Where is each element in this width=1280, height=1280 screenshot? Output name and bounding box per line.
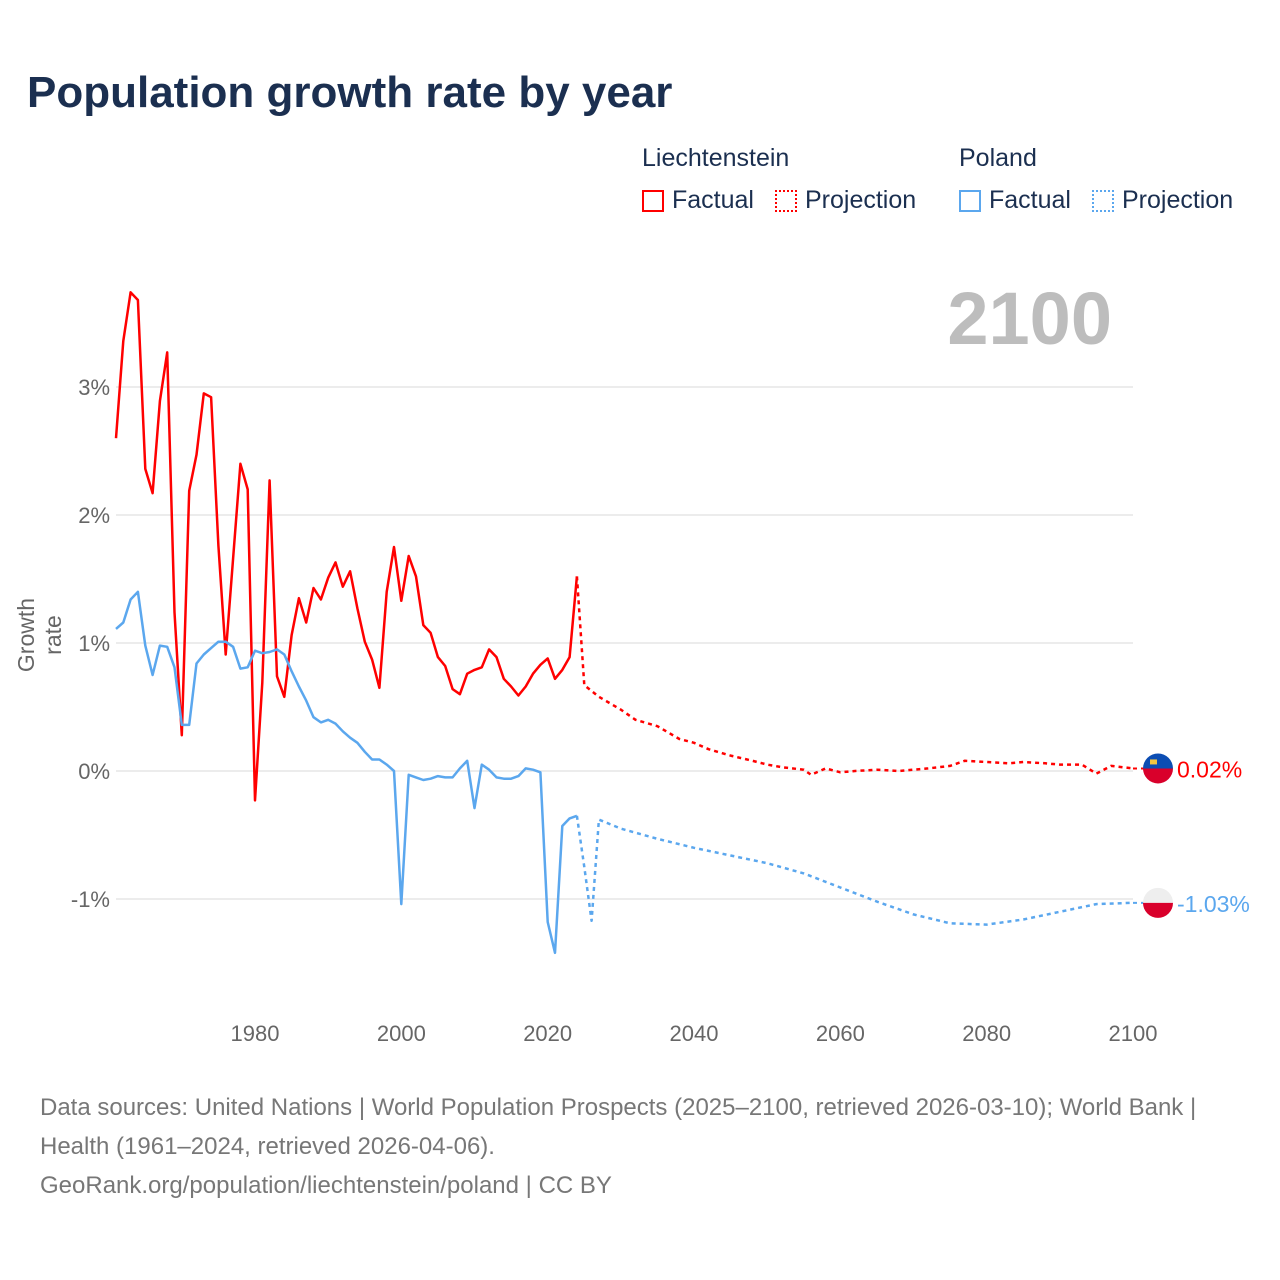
data-sources: Data sources: United Nations | World Pop… — [40, 1094, 1197, 1160]
legend-label: Factual — [989, 186, 1071, 214]
y-tick-label: 0% — [78, 759, 110, 784]
y-tick-label: 3% — [78, 375, 110, 400]
solid-swatch-icon — [959, 189, 981, 212]
dotted-swatch-icon — [1092, 189, 1114, 212]
chart-title: Population growth rate by year — [27, 68, 673, 117]
legend-item-li-factual[interactable]: Factual — [642, 186, 754, 215]
series-line-liechtenstein-factual — [114, 291, 579, 802]
legend-item-pl-projection[interactable]: Projection — [1092, 186, 1233, 215]
legend-group-title: Poland — [959, 144, 1037, 172]
flag-liechtenstein-bottom-icon — [1143, 768, 1173, 784]
legend-group-title: Liechtenstein — [642, 144, 790, 172]
end-value-label: 0.02% — [1177, 756, 1242, 782]
x-tick-label: 1980 — [231, 1021, 280, 1046]
solid-swatch-icon — [642, 189, 664, 212]
x-tick-label: 2000 — [377, 1021, 426, 1046]
y-tick-label: 2% — [78, 503, 110, 528]
legend-label: Factual — [672, 186, 754, 214]
flag-poland-top-icon — [1143, 887, 1173, 903]
x-tick-label: 2080 — [962, 1021, 1011, 1046]
flag-poland-bottom-icon — [1143, 902, 1173, 918]
x-tick-label: 2060 — [816, 1021, 865, 1046]
y-tick-label: -1% — [71, 887, 110, 912]
series-line-poland-projection — [575, 815, 1134, 926]
legend-item-li-projection[interactable]: Projection — [775, 186, 916, 215]
x-tick-label: 2100 — [1109, 1021, 1158, 1046]
flag-liechtenstein-top-icon — [1143, 753, 1173, 769]
end-value-label: -1.03% — [1177, 891, 1250, 917]
crown-icon — [1150, 759, 1157, 765]
legend-item-pl-factual[interactable]: Factual — [959, 186, 1071, 215]
legend-label: Projection — [1122, 186, 1234, 214]
x-tick-label: 2020 — [523, 1021, 572, 1046]
series-line-poland-factual — [115, 590, 578, 955]
x-tick-label: 2040 — [670, 1021, 719, 1046]
legend-label: Projection — [805, 186, 917, 214]
series-line-liechtenstein-projection — [575, 576, 1134, 777]
dotted-swatch-icon — [775, 189, 797, 212]
y-tick-label: 1% — [78, 631, 110, 656]
source-link[interactable]: GeoRank.org/population/liechtenstein/pol… — [40, 1172, 612, 1199]
current-year-label: 2100 — [947, 277, 1112, 360]
footer: Data sources: United Nations | World Pop… — [40, 1088, 1240, 1205]
